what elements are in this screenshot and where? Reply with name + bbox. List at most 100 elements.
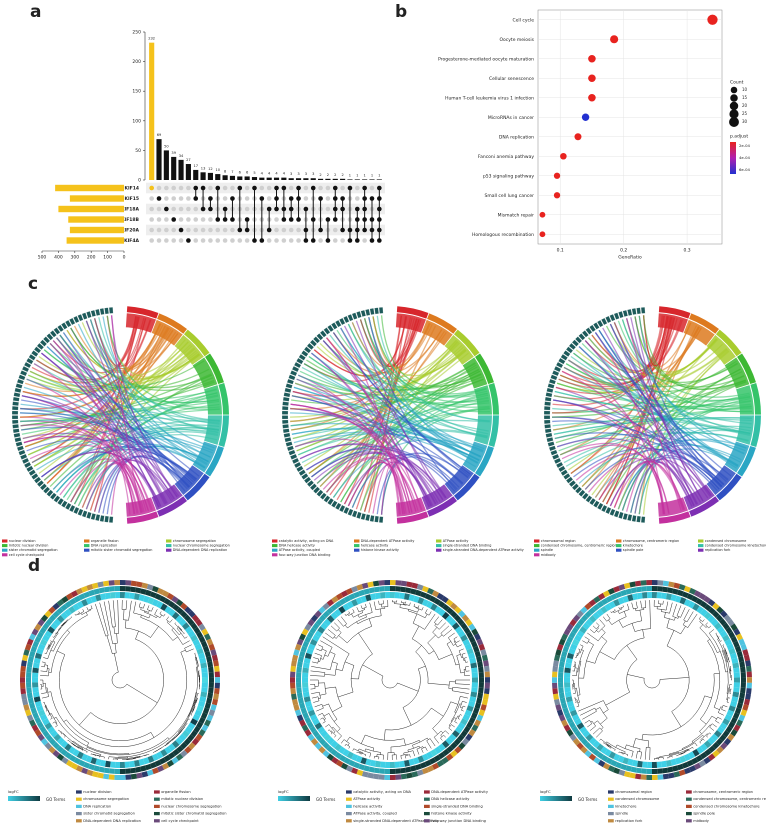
term-cell	[485, 671, 490, 677]
branch	[635, 608, 636, 610]
legend-title: GO Terms	[316, 797, 335, 802]
branch	[627, 645, 637, 659]
matrix-dot-bg	[326, 207, 331, 212]
branch	[700, 742, 701, 743]
logfc-cell	[201, 667, 208, 673]
legend-label: chromosome segregation	[173, 539, 216, 543]
branch	[151, 607, 153, 611]
branch	[117, 634, 118, 644]
branch	[397, 683, 418, 691]
term-cell	[668, 773, 674, 779]
term-cell	[485, 683, 490, 689]
branch	[365, 749, 366, 751]
term-cell	[27, 661, 33, 667]
branch	[42, 662, 45, 663]
branch	[585, 720, 590, 723]
legend-label: ATPase activity, coupled	[279, 548, 320, 552]
logfc-cell	[472, 672, 478, 677]
term-cell	[209, 672, 214, 678]
term-cell	[27, 693, 33, 699]
logfc-cell	[395, 761, 400, 767]
matrix-dot-bg	[149, 196, 154, 201]
gene-box	[14, 433, 21, 438]
branch	[321, 659, 324, 660]
term-cell	[652, 580, 658, 585]
matrix-dot	[318, 228, 323, 233]
branch	[172, 628, 174, 630]
branch	[684, 609, 690, 620]
branch	[151, 626, 159, 637]
branch	[318, 713, 322, 715]
branch	[45, 665, 48, 666]
branch	[347, 737, 350, 741]
y-tick-label: Mismatch repair	[498, 212, 535, 218]
matrix-dot-bg	[245, 196, 250, 201]
value-label: 5	[253, 171, 255, 175]
branch	[67, 630, 69, 632]
branch	[425, 614, 427, 618]
branch	[699, 617, 701, 619]
branch	[351, 614, 353, 617]
legend-swatch	[346, 805, 352, 808]
term-cell	[125, 580, 131, 585]
matrix-dot-bg	[370, 186, 375, 191]
legend-label: nuclear chromosome segregation	[161, 804, 221, 808]
term-cell	[208, 688, 214, 694]
term-cell	[125, 774, 131, 779]
branch	[86, 747, 87, 749]
branch	[325, 633, 333, 639]
branch	[602, 629, 606, 633]
branch	[606, 742, 607, 743]
legend-label: DNA-dependent ATPase activity	[431, 790, 489, 794]
bar	[178, 160, 183, 180]
legend-label: mitotic sister chromatid segregation	[161, 812, 226, 816]
term-cell	[479, 683, 484, 689]
branch	[64, 720, 67, 722]
legend-label: condensed chromosome kinetochore	[693, 804, 760, 808]
logfc-cell	[564, 672, 570, 677]
value-label: 2	[334, 173, 336, 177]
branch	[606, 692, 630, 705]
legend-label: 25	[742, 111, 748, 116]
branch	[160, 611, 161, 613]
branch	[413, 751, 415, 756]
legend-label: histone kinase activity	[361, 548, 399, 552]
logfc-cell	[125, 592, 130, 598]
legend-swatch	[616, 544, 621, 547]
logfc-cell	[564, 682, 570, 687]
branch	[580, 645, 583, 646]
branch	[717, 651, 720, 652]
legend-swatch	[686, 812, 692, 815]
y-tick-label: 200	[132, 59, 141, 65]
branch	[337, 729, 340, 732]
set-size-bar	[70, 195, 124, 201]
matrix-dot	[289, 207, 294, 212]
term-cell	[214, 666, 220, 672]
legend-swatch	[272, 544, 277, 547]
term-cell	[747, 671, 752, 677]
branch	[334, 732, 335, 733]
branch	[455, 722, 458, 724]
branch	[332, 662, 337, 664]
term-cell	[406, 581, 412, 587]
matrix-dot-bg	[164, 186, 169, 191]
legend-swatch	[686, 798, 692, 801]
branch	[633, 739, 635, 748]
gene-box	[379, 516, 383, 522]
term-cell	[401, 774, 407, 780]
term-cell	[114, 775, 120, 780]
matrix-dot	[171, 217, 176, 222]
logfc-cell	[652, 592, 657, 598]
gene-box	[285, 388, 292, 393]
branch	[41, 671, 47, 672]
matrix-dot	[333, 186, 338, 191]
matrix-dot	[215, 217, 220, 222]
branch	[104, 602, 113, 644]
term-cell	[26, 672, 31, 678]
branch	[607, 614, 610, 619]
matrix-dot	[193, 196, 198, 201]
term-cell	[558, 688, 564, 694]
branch	[429, 651, 434, 654]
branch	[636, 602, 637, 608]
branch	[325, 724, 329, 727]
